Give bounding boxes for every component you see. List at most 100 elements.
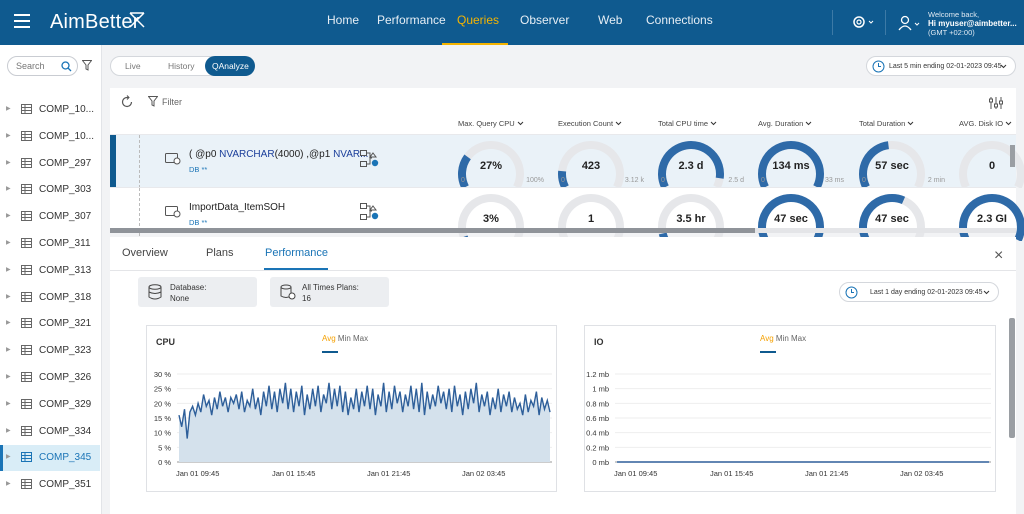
sidebar-item[interactable]: ▶ COMP_307: [0, 204, 100, 230]
expand-caret-icon[interactable]: ▶: [6, 106, 11, 112]
expand-caret-icon[interactable]: ▶: [6, 400, 11, 407]
divider: [832, 10, 833, 35]
chart-legend[interactable]: Avg Min Max: [760, 334, 807, 343]
sidebar-item[interactable]: ▶ COMP_313: [0, 258, 100, 284]
time-range-picker[interactable]: Last 5 min ending 02-01-2023 09:45: [866, 56, 1016, 76]
gauge-max: 2.5 d: [728, 177, 744, 184]
queries-panel: Filter Max. Query CPU Execution Count To…: [110, 88, 1024, 242]
chevron-down-icon: [1005, 121, 1012, 126]
column-header[interactable]: Max. Query CPU: [458, 119, 524, 128]
search-icon[interactable]: [61, 61, 72, 72]
query-text[interactable]: ( @p0 NVARCHAR(4000) ,@p1 NVAR...: [189, 149, 369, 160]
sidebar-item[interactable]: ▶ COMP_323: [0, 338, 100, 364]
sidebar-item[interactable]: ▶ COMP_303: [0, 177, 100, 203]
server-icon: [21, 345, 32, 356]
scroll-thumb[interactable]: [110, 228, 755, 233]
expand-caret-icon[interactable]: ▶: [6, 427, 11, 434]
filter-icon[interactable]: [82, 60, 92, 71]
execution-plan-icon[interactable]: [360, 150, 380, 168]
nav-observer[interactable]: Observer: [520, 13, 570, 27]
column-settings-icon[interactable]: [988, 96, 1004, 110]
filter-icon: [148, 96, 158, 107]
clock-icon: [872, 60, 885, 73]
chart-title: CPU: [156, 337, 176, 347]
expand-caret-icon[interactable]: ▶: [6, 347, 11, 354]
horizontal-scrollbar[interactable]: [110, 228, 1016, 233]
nav-home[interactable]: Home: [327, 13, 360, 27]
x-tick-label: Jan 01 21:45: [367, 469, 410, 478]
sidebar-item[interactable]: ▶ COMP_297: [0, 151, 100, 177]
gauge: 134 ms 0 33 ms: [756, 140, 844, 189]
y-tick-label: 30 %: [154, 370, 171, 379]
y-tick-label: 0 mb: [592, 458, 609, 467]
database-card: Database: None: [138, 277, 257, 307]
legend-indicator: [760, 351, 776, 353]
execution-plan-icon[interactable]: [360, 203, 380, 221]
query-row[interactable]: ( @p0 NVARCHAR(4000) ,@p1 NVAR... DB ** 27…: [110, 134, 1024, 189]
nav-queries[interactable]: Queries: [457, 13, 500, 27]
gauge-max: 3.12 k: [624, 177, 644, 184]
mode-toggle: Live History QAnalyze: [110, 56, 255, 76]
user-icon[interactable]: [898, 15, 920, 31]
series-area: [179, 382, 550, 462]
column-header[interactable]: AVG. Disk IO: [959, 119, 1012, 128]
query-database-icon: [165, 153, 181, 165]
tab-plans[interactable]: Plans: [206, 247, 234, 259]
sidebar-item[interactable]: ▶ COMP_334: [0, 419, 100, 445]
detail-time-range-picker[interactable]: Last 1 day ending 02-01-2023 09:45: [839, 282, 999, 302]
expand-caret-icon[interactable]: ▶: [6, 240, 11, 246]
column-header[interactable]: Total Duration: [859, 119, 914, 128]
mode-qanalyze[interactable]: QAnalyze: [205, 56, 255, 76]
refresh-icon[interactable]: [120, 95, 134, 109]
expand-caret-icon[interactable]: ▶: [6, 320, 11, 327]
expand-caret-icon[interactable]: ▶: [6, 293, 11, 300]
sidebar-item[interactable]: ▶ COMP_318: [0, 285, 100, 311]
expand-caret-icon[interactable]: ▶: [6, 213, 11, 220]
query-text[interactable]: ImportData_ItemSOH: [189, 202, 286, 213]
chart-legend[interactable]: Avg Min Max: [322, 334, 369, 343]
expand-caret-icon[interactable]: ▶: [6, 159, 11, 166]
gauge-value: 0: [988, 160, 996, 172]
sidebar-item[interactable]: ▶ COMP_321: [0, 311, 100, 337]
gauge-min: 0: [461, 177, 465, 184]
close-icon[interactable]: ×: [994, 247, 1004, 264]
chart-title: IO: [594, 337, 604, 347]
tab-overview[interactable]: Overview: [122, 247, 168, 259]
gauge-min: 0: [661, 177, 665, 184]
sidebar-item[interactable]: ▶ COMP_311: [0, 231, 100, 257]
chevron-down-icon: [615, 121, 622, 126]
column-header[interactable]: Execution Count: [558, 119, 622, 128]
sidebar-item[interactable]: ▶ COMP_345: [0, 445, 100, 472]
sidebar-item[interactable]: ▶ COMP_10...: [0, 97, 100, 123]
server-icon: [21, 211, 32, 222]
sidebar-item-label: COMP_345: [39, 452, 92, 464]
y-tick-label: 20 %: [154, 399, 171, 408]
server-icon: [21, 238, 32, 248]
expand-caret-icon[interactable]: ▶: [6, 186, 11, 193]
column-header[interactable]: Total CPU time: [658, 119, 717, 128]
sidebar-item-label: COMP_303: [39, 184, 92, 196]
sidebar-item[interactable]: ▶ COMP_10...: [0, 124, 100, 150]
column-header[interactable]: Avg. Duration: [758, 119, 812, 128]
nav-performance[interactable]: Performance: [377, 13, 446, 27]
nav-web[interactable]: Web: [598, 13, 623, 27]
expand-caret-icon[interactable]: ▶: [6, 132, 11, 139]
mode-history[interactable]: History: [168, 61, 195, 71]
tab-performance[interactable]: Performance: [265, 247, 328, 259]
vertical-scrollbar[interactable]: [1010, 145, 1015, 167]
expand-caret-icon[interactable]: ▶: [6, 481, 11, 488]
detail-vertical-scrollbar[interactable]: [1009, 318, 1015, 438]
expand-caret-icon[interactable]: ▶: [6, 266, 11, 273]
sidebar-item[interactable]: ▶ COMP_326: [0, 365, 100, 391]
gear-icon[interactable]: [852, 14, 874, 30]
menu-icon[interactable]: [14, 14, 30, 28]
mode-live[interactable]: Live: [125, 61, 141, 71]
sidebar-item[interactable]: ▶ COMP_351: [0, 472, 100, 498]
nav-connections[interactable]: Connections: [646, 13, 713, 27]
sidebar-item-label: COMP_10...: [39, 104, 95, 115]
expand-caret-icon[interactable]: ▶: [6, 374, 11, 380]
expand-caret-icon[interactable]: ▶: [6, 454, 11, 461]
plans-database-icon: [280, 284, 296, 300]
search-input[interactable]: Search: [7, 56, 78, 76]
sidebar-item[interactable]: ▶ COMP_329: [0, 392, 100, 418]
